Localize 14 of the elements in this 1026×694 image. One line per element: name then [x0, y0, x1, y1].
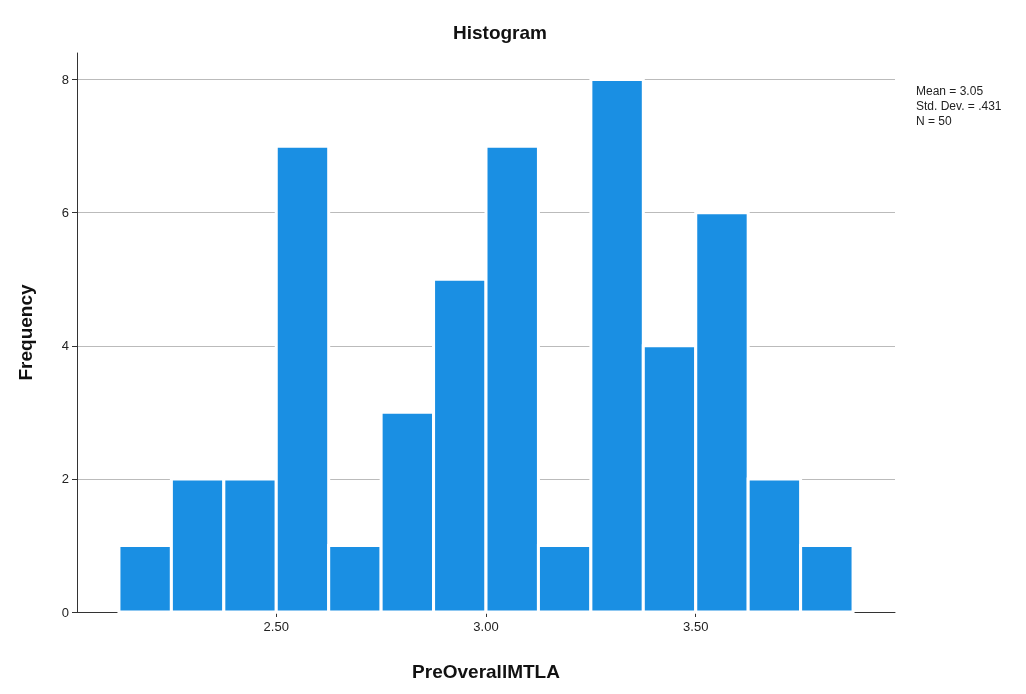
text: Std. Dev. = .431: [916, 98, 1002, 113]
y-tick-label: 8: [61, 72, 69, 88]
x-tick-label: 3.00: [473, 619, 499, 634]
x-tick-label: 2.50: [263, 619, 289, 634]
y-tick-label: 0: [61, 604, 69, 620]
y-tick-label: 6: [61, 205, 69, 221]
x-tick-label: 3.50: [683, 619, 709, 634]
x-axis-title: PreOverallMTLA: [412, 661, 561, 682]
chart-title: Histogram: [453, 22, 547, 43]
text: Mean = 3.05: [916, 83, 984, 98]
text: N = 50: [916, 113, 953, 128]
y-tick-label: 4: [61, 338, 69, 354]
y-axis-title: Frequency: [15, 284, 36, 381]
y-tick-label: 2: [61, 471, 69, 487]
